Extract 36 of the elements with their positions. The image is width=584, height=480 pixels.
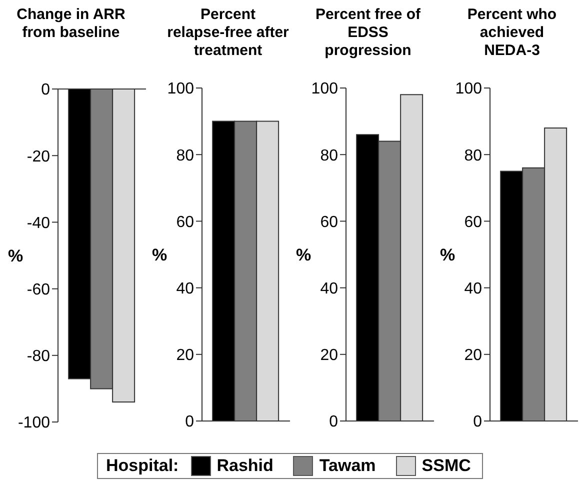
y-tick-label: 80	[176, 147, 194, 164]
y-axis-title: %	[152, 246, 168, 265]
y-tick-label: 40	[464, 280, 482, 298]
y-tick-label: 0	[329, 414, 338, 431]
y-axis-title: %	[8, 246, 24, 266]
y-tick-label: 100	[455, 80, 482, 98]
y-tick-label: 20	[464, 347, 482, 364]
y-tick-label: 20	[320, 347, 338, 364]
y-tick-label: 20	[176, 347, 194, 364]
y-axis-title: %	[440, 246, 456, 265]
y-tick-label: -40	[26, 214, 50, 232]
y-tick-label: 80	[464, 147, 482, 164]
y-tick-label: 0	[185, 414, 194, 431]
chart-title: Percent free of EDSS progression	[315, 6, 421, 59]
chart-title: Percent relapse-free after treatment	[167, 6, 289, 59]
y-tick-label: 80	[320, 147, 338, 164]
y-tick-label: -80	[26, 348, 50, 366]
y-axis-title: %	[296, 246, 312, 265]
y-tick-label: 40	[320, 280, 338, 298]
chart-title: Percent who achieved NEDA-3	[467, 6, 557, 59]
y-tick-label: 60	[320, 214, 338, 231]
chart-title: Change in ARR from baseline	[16, 6, 126, 41]
y-tick-label: -100	[18, 414, 50, 432]
y-tick-label: 0	[473, 414, 482, 431]
y-tick-label: 40	[176, 280, 194, 298]
legend-title: Hospital:	[106, 456, 179, 476]
y-tick-label: 100	[311, 80, 338, 98]
y-tick-label: 100	[167, 80, 194, 98]
legend-label: Rashid	[216, 456, 274, 476]
y-tick-label: 0	[41, 82, 50, 99]
legend-label: Tawam	[319, 456, 376, 476]
y-tick-label: -60	[26, 281, 50, 298]
y-tick-label: 60	[176, 214, 194, 231]
legend-label: SSMC	[422, 456, 471, 476]
y-tick-label: 60	[464, 214, 482, 231]
y-tick-label: -20	[26, 148, 50, 166]
